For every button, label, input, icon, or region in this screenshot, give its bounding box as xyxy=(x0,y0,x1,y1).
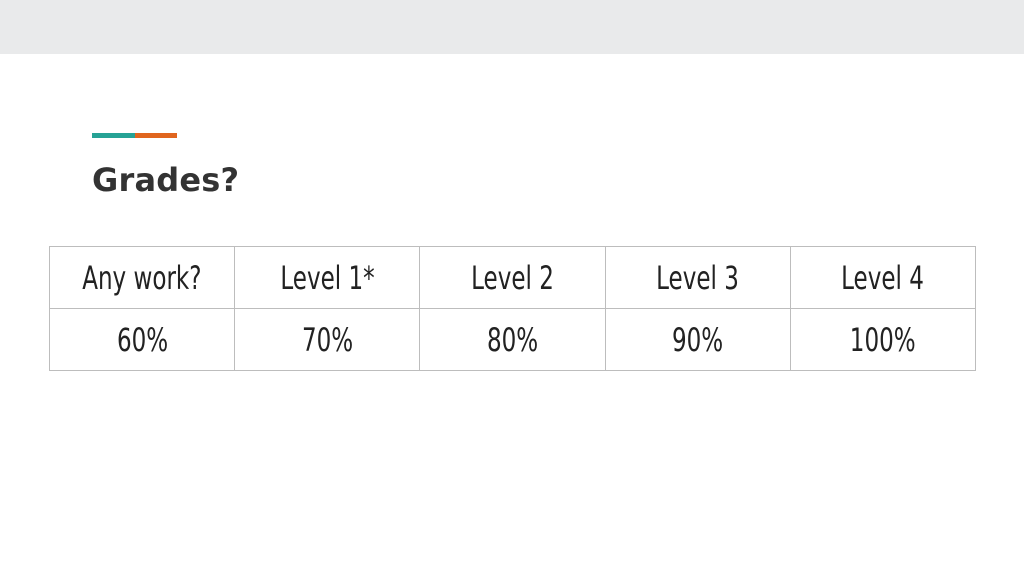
cell-text: 80% xyxy=(486,320,539,359)
table-cell: Any work? xyxy=(48,246,236,309)
table-cell: 80% xyxy=(419,308,606,371)
table-header-row: Any work? Level 1* Level 2 Level 3 Level… xyxy=(48,246,977,309)
cell-text: 100% xyxy=(849,320,916,359)
cell-text: Level 1* xyxy=(280,258,375,297)
table-cell: Level 3 xyxy=(604,246,791,309)
cell-text: 60% xyxy=(116,320,168,359)
accent-segment-teal xyxy=(92,133,135,138)
table-cell: 70% xyxy=(234,308,421,371)
table-cell: Level 2 xyxy=(419,246,606,309)
slide-title: Grades? xyxy=(92,161,240,199)
table-cell: 90% xyxy=(604,308,791,371)
cell-text: Level 4 xyxy=(841,258,925,297)
cell-text: 70% xyxy=(301,320,353,359)
table-cell: 100% xyxy=(789,308,977,371)
table-cell: Level 1* xyxy=(234,246,421,309)
grades-table: Any work? Level 1* Level 2 Level 3 Level… xyxy=(48,246,977,371)
top-bar xyxy=(0,0,1024,54)
table-cell: 60% xyxy=(48,308,236,371)
cell-text: 90% xyxy=(672,320,724,359)
accent-segment-orange xyxy=(135,133,177,138)
slide: Grades? Any work? Level 1* Level 2 Level… xyxy=(0,54,1024,576)
title-accent-line xyxy=(92,133,177,138)
cell-text: Level 3 xyxy=(656,258,740,297)
cell-text: Level 2 xyxy=(471,258,554,297)
table-cell: Level 4 xyxy=(789,246,977,309)
table-row: 60% 70% 80% 90% 100% xyxy=(48,308,977,371)
cell-text: Any work? xyxy=(82,258,202,297)
